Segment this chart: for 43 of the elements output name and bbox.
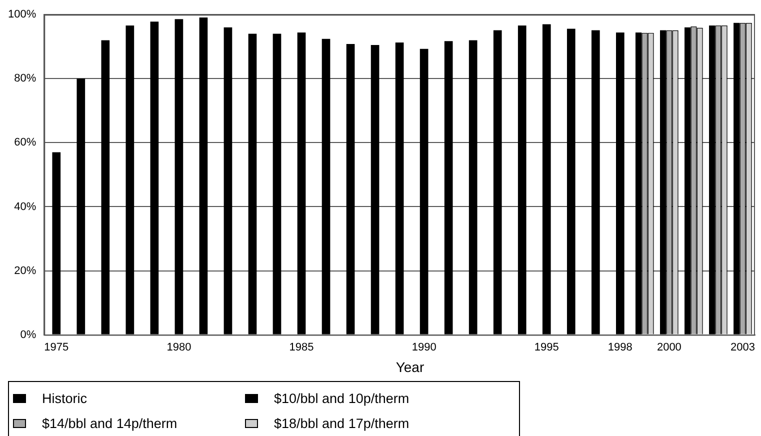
bar (518, 25, 526, 334)
x-tick-label: 1995 (534, 341, 559, 354)
bar (248, 34, 257, 334)
y-tick-label: 20% (14, 264, 36, 277)
bar (199, 17, 208, 334)
bar (150, 22, 159, 334)
bar (174, 19, 184, 334)
bar (493, 30, 502, 334)
x-tick-label: 2003 (730, 341, 755, 354)
bar (272, 34, 282, 334)
x-tick-label: 1980 (166, 341, 192, 354)
x-tick-label: 1998 (608, 341, 632, 354)
bar (101, 40, 110, 334)
bar (126, 25, 134, 334)
bar (322, 38, 330, 334)
bar (346, 44, 355, 334)
legend-label: $10/bbl and 10p/therm (274, 390, 410, 406)
bar (542, 24, 551, 334)
bar (370, 45, 380, 334)
bar (566, 28, 576, 334)
bar (52, 152, 61, 334)
y-tick-label: 60% (14, 136, 36, 149)
x-tick-label: 1985 (289, 341, 314, 354)
y-tick-label: 40% (14, 200, 36, 213)
y-tick-label: 80% (14, 72, 36, 85)
x-tick-label: 1990 (412, 341, 436, 354)
bar (395, 42, 404, 334)
x-axis-title: Year (394, 359, 426, 375)
x-tick-label: 2000 (656, 341, 682, 354)
y-tick-label: 100% (8, 8, 36, 21)
legend-label: Historic (42, 390, 88, 406)
x-tick-label: 1975 (44, 341, 69, 354)
bar (297, 32, 306, 334)
bar (224, 27, 232, 334)
bar (420, 48, 428, 334)
bar (616, 32, 624, 334)
bar (468, 40, 478, 334)
bar (591, 30, 600, 334)
bar (76, 78, 86, 334)
y-tick-label: 0% (20, 328, 36, 341)
legend-label: $18/bbl and 17p/therm (274, 416, 410, 430)
bar (444, 41, 453, 334)
legend-label: $14/bbl and 14p/therm (42, 416, 178, 430)
